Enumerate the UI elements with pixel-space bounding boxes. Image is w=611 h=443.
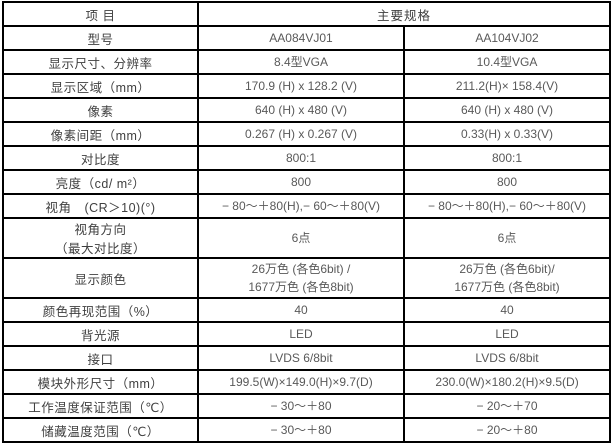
row-label-cell: 像素间距（mm）: [2, 121, 199, 147]
table-row-storage-temp: 储藏温度范围（℃） − 30～＋80 − 20～＋80: [2, 417, 611, 443]
table-row-viewing-direction: 视角方向 （最大对比度） 6点 6点: [2, 217, 611, 259]
value-cell: 40: [197, 297, 405, 323]
value-cell: AA104VJ02: [402, 25, 611, 51]
value-cell: 230.0(W)×180.2(H)×9.5(D): [402, 369, 611, 395]
value-cell: 800:1: [197, 145, 405, 171]
value-cell: − 80～＋80(H),− 60～＋80(V): [402, 193, 611, 219]
value-cell: − 30～＋80: [197, 393, 405, 419]
table-row-display-area: 显示区域（mm） 170.9 (H) x 128.2 (V) 211.2(H)×…: [2, 73, 611, 99]
value-cell: − 30～＋80: [197, 417, 405, 443]
table-row-color-gamut: 颜色再现范围（%） 40 40: [2, 297, 611, 323]
value-cell: 170.9 (H) x 128.2 (V): [197, 73, 405, 99]
value-cell: 0.33(H) x 0.33(V): [402, 121, 611, 147]
row-label-cell: 显示尺寸、分辨率: [2, 49, 199, 75]
table-row-operating-temp: 工作温度保证范围（℃） − 30～＋80 − 20～＋70: [2, 393, 611, 419]
value-cell: 6点: [197, 217, 405, 259]
value-cell: 800:1: [402, 145, 611, 171]
value-cell: 211.2(H)× 158.4(V): [402, 73, 611, 99]
table-row-brightness: 亮度（cd/ m²） 800 800: [2, 169, 611, 195]
row-label-cell: 颜色再现范围（%）: [2, 297, 199, 323]
row-label-cell: 工作温度保证范围（℃）: [2, 393, 199, 419]
table-row-size-resolution: 显示尺寸、分辨率 8.4型VGA 10.4型VGA: [2, 49, 611, 75]
row-label-cell: 模块外形尺寸（mm）: [2, 369, 199, 395]
row-label-cell: 背光源: [2, 321, 199, 347]
table-row-viewing-angle: 视角 (CR＞10)(°) − 80～＋80(H),− 60～＋80(V) − …: [2, 193, 611, 219]
value-cell: 8.4型VGA: [197, 49, 405, 75]
header-item-cell: 项 目: [2, 1, 199, 27]
table-row-display-colors: 显示颜色 26万色 (各色6bit) / 1677万色 (各色8bit) 26万…: [2, 257, 611, 299]
table-row-pixels: 像素 640 (H) x 480 (V) 640 (H) x 480 (V): [2, 97, 611, 123]
header-spec-cell: 主要规格: [196, 1, 611, 27]
table-header-row: 项 目 主要规格: [2, 1, 611, 27]
row-label-cell: 储藏温度范围（℃）: [2, 417, 199, 443]
value-cell: 6点: [402, 217, 611, 259]
table-row-backlight: 背光源 LED LED: [2, 321, 611, 347]
value-cell: − 20～＋80: [402, 417, 611, 443]
value-cell: 640 (H) x 480 (V): [197, 97, 405, 123]
value-cell: 0.267 (H) x 0.267 (V): [197, 121, 405, 147]
table-row-module-dimensions: 模块外形尺寸（mm） 199.5(W)×149.0(H)×9.7(D) 230.…: [2, 369, 611, 395]
table-row-interface: 接口 LVDS 6/8bit LVDS 6/8bit: [2, 345, 611, 371]
row-label-cell: 像素: [2, 97, 199, 123]
row-label-cell: 对比度: [2, 145, 199, 171]
value-cell: 640 (H) x 480 (V): [402, 97, 611, 123]
row-label-cell: 视角方向 （最大对比度）: [2, 217, 199, 259]
row-label-cell: 视角 (CR＞10)(°): [2, 193, 199, 219]
row-label-cell: 显示颜色: [2, 257, 199, 299]
value-cell: 10.4型VGA: [402, 49, 611, 75]
value-cell: LED: [197, 321, 405, 347]
value-cell: 40: [402, 297, 611, 323]
row-label-cell: 亮度（cd/ m²）: [2, 169, 199, 195]
value-cell: LVDS 6/8bit: [197, 345, 405, 371]
table-row-model: 型号 AA084VJ01 AA104VJ02: [2, 25, 611, 51]
row-label-cell: 型号: [2, 25, 199, 51]
value-cell: − 80～＋80(H),− 60～＋80(V): [197, 193, 405, 219]
value-cell: 26万色 (各色6bit) / 1677万色 (各色8bit): [197, 257, 405, 299]
value-cell: − 20～＋70: [402, 393, 611, 419]
value-cell: LED: [402, 321, 611, 347]
row-label-cell: 显示区域（mm）: [2, 73, 199, 99]
value-cell: 800: [197, 169, 405, 195]
table-row-pixel-pitch: 像素间距（mm） 0.267 (H) x 0.267 (V) 0.33(H) x…: [2, 121, 611, 147]
value-cell: LVDS 6/8bit: [402, 345, 611, 371]
value-cell: AA084VJ01: [197, 25, 405, 51]
table-row-contrast: 对比度 800:1 800:1: [2, 145, 611, 171]
value-cell: 199.5(W)×149.0(H)×9.7(D): [197, 369, 405, 395]
row-label-cell: 接口: [2, 345, 199, 371]
value-cell: 26万色 (各色6bit)/ 1677万色 (各色8bit): [402, 257, 611, 299]
value-cell: 800: [402, 169, 611, 195]
